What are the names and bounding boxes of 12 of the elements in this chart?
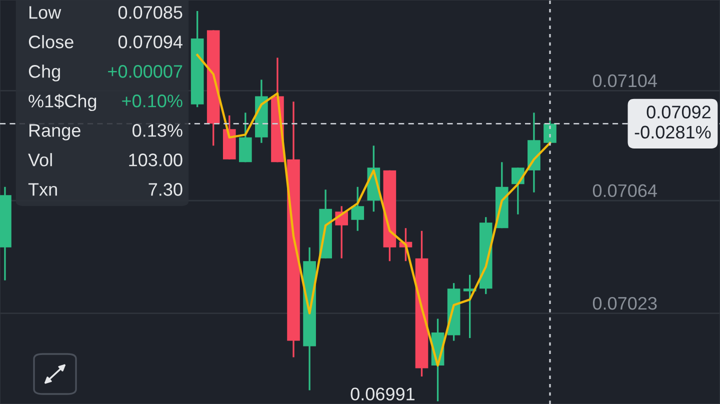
y-tick-label: 0.07064: [592, 184, 657, 198]
text: Close 0.07094: [28, 35, 182, 48]
y-tick-label: 0.07104: [592, 74, 657, 88]
text: Vol 103.00: [28, 153, 182, 166]
text: Low 0.07085: [29, 6, 182, 19]
ref-line-label: 0.07092 -0.0281%: [634, 106, 711, 139]
text: Range 0.13%: [29, 124, 182, 140]
text: %1$Chg +0.10%: [28, 94, 182, 112]
text: Txn 7.30: [28, 183, 182, 196]
annotation: 0.06991: [350, 388, 414, 400]
y-tick-label: 0.07023: [592, 296, 657, 310]
text: Chg +0.00007: [28, 64, 182, 82]
